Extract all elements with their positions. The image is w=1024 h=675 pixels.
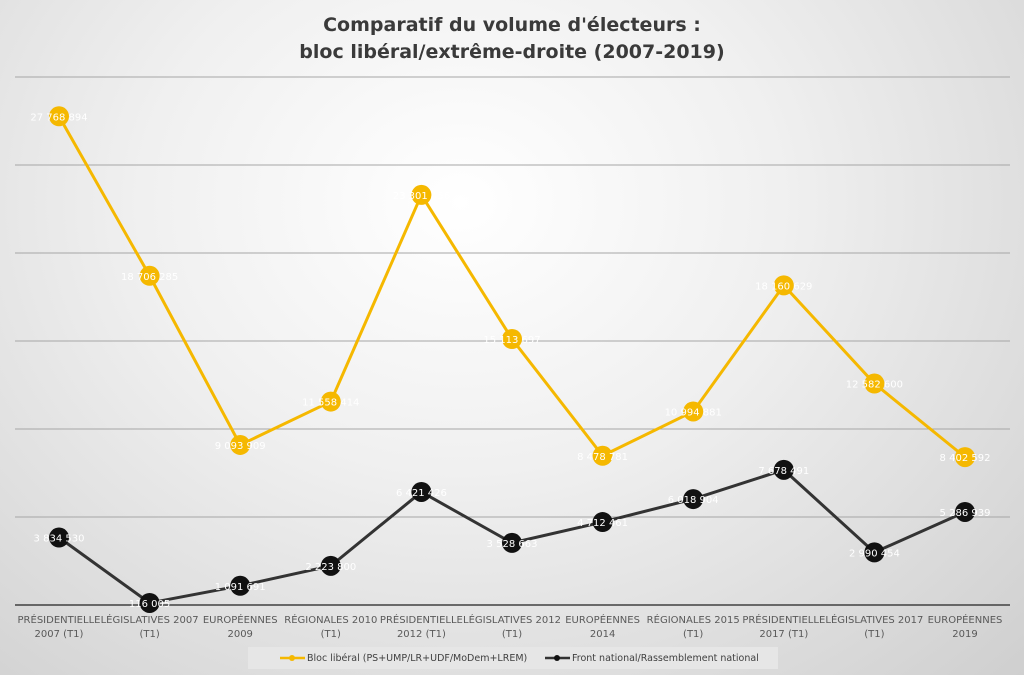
x-tick-label: LÉGISLATIVES 2007 xyxy=(101,613,199,626)
x-tick-label: 2017 (T1) xyxy=(759,629,808,640)
data-point xyxy=(864,542,885,563)
chart-title-line-1: Comparatif du volume d'électeurs : xyxy=(323,14,701,36)
x-tick-label: PRÉSIDENTIELLE xyxy=(742,613,825,626)
data-label: 1 091 691 xyxy=(215,582,266,593)
data-label: 5 286 939 xyxy=(940,508,991,519)
chart-title: Comparatif du volume d'électeurs : bloc … xyxy=(0,12,1024,66)
x-tick-label: RÉGIONALES 2015 xyxy=(647,613,740,626)
x-tick-label: (T1) xyxy=(139,629,159,640)
data-label: 2 223 800 xyxy=(305,562,356,573)
data-label: 116 005 xyxy=(129,599,170,610)
data-point xyxy=(683,489,704,510)
data-point xyxy=(502,328,522,349)
data-point xyxy=(230,434,251,455)
data-point xyxy=(773,459,794,480)
series-line-0 xyxy=(57,115,966,459)
legend-box xyxy=(248,647,778,669)
data-point xyxy=(139,265,160,286)
data-label: 9 093 909 xyxy=(215,441,266,452)
data-point xyxy=(502,532,522,553)
data-label: 11 558 414 xyxy=(302,398,359,409)
data-label: 7 678 491 xyxy=(758,466,809,477)
data-label: 18 706 285 xyxy=(121,272,178,283)
legend-marker-1 xyxy=(554,655,560,661)
x-tick-label: 2019 xyxy=(952,629,977,640)
x-tick-label: (T1) xyxy=(502,629,522,640)
data-label: 10 994 881 xyxy=(665,407,722,418)
legend-marker-0 xyxy=(289,655,295,661)
data-point xyxy=(955,447,975,468)
x-tick-label: RÉGIONALES 2010 xyxy=(284,613,377,626)
legend-label-0: Bloc libéral (PS+UMP/LR+UDF/MoDem+LREM) xyxy=(307,653,527,664)
x-tick-label: 2014 xyxy=(590,629,615,640)
legend-label-1: Front national/Rassemblement national xyxy=(572,653,759,664)
x-tick-label: PRÉSIDENTIELLE xyxy=(380,613,463,626)
data-label: 3 528 663 xyxy=(487,539,538,550)
x-tick-label: EUROPÉENNES xyxy=(565,613,640,626)
data-label: 4 712 461 xyxy=(577,518,628,529)
data-label: 2 990 454 xyxy=(849,548,900,559)
x-tick-label: EUROPÉENNES xyxy=(928,613,1003,626)
data-point xyxy=(411,481,432,502)
data-point xyxy=(411,184,432,205)
data-label: 15 113 697 xyxy=(483,335,540,346)
x-tick-label: (T1) xyxy=(864,629,884,640)
data-point xyxy=(320,555,341,576)
data-label: 8 478 781 xyxy=(577,452,628,463)
data-point xyxy=(230,575,251,596)
x-tick-label: (T1) xyxy=(683,629,703,640)
data-label: 8 402 592 xyxy=(940,453,991,464)
x-tick-label: EUROPÉENNES xyxy=(203,613,278,626)
data-point xyxy=(773,275,794,296)
data-point xyxy=(955,501,975,522)
data-point xyxy=(592,445,613,466)
data-point xyxy=(320,391,341,412)
data-point xyxy=(864,373,885,394)
x-tick-label: (T1) xyxy=(321,629,341,640)
data-label: 27 768 894 xyxy=(30,112,87,123)
x-tick-label: PRÉSIDENTIELLE xyxy=(18,613,101,626)
x-tick-label: LÉGISLATIVES 2012 xyxy=(463,613,561,626)
chart-title-line-2: bloc libéral/extrême-droite (2007-2019) xyxy=(299,41,725,63)
x-tick-label: 2012 (T1) xyxy=(397,629,446,640)
data-point xyxy=(683,401,704,422)
data-label: 18 160 629 xyxy=(755,281,812,292)
x-tick-label: 2007 (T1) xyxy=(35,629,84,640)
data-label: 23 301 456 xyxy=(393,191,450,202)
data-point xyxy=(139,592,160,613)
data-label: 12 582 600 xyxy=(846,380,903,391)
data-label: 6 018 904 xyxy=(668,495,719,506)
data-point xyxy=(592,512,613,533)
data-point xyxy=(49,106,69,127)
data-point xyxy=(49,527,69,548)
x-tick-label: 2009 xyxy=(227,629,252,640)
x-tick-label: LÉGISLATIVES 2017 xyxy=(825,613,923,626)
data-label: 3 834 530 xyxy=(34,534,85,545)
data-label: 6 421 426 xyxy=(396,488,447,499)
